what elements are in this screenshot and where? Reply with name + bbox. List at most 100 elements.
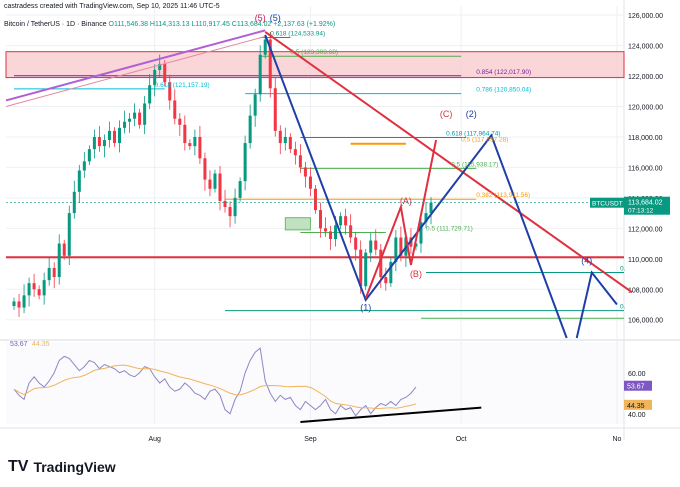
- wedge-lower-line: [5, 35, 266, 107]
- fib-level-label: 0.786 (120,850.04): [476, 87, 531, 94]
- candle-body: [349, 225, 353, 238]
- candle-body: [283, 136, 287, 144]
- candle-body: [429, 202, 433, 214]
- candle-body: [97, 136, 101, 147]
- candle-body: [32, 283, 36, 290]
- candle-body: [208, 179, 212, 189]
- candle-body: [173, 100, 177, 119]
- candle-body: [67, 213, 71, 256]
- tradingview-brand: TV TradingView: [8, 458, 116, 476]
- candle-body: [243, 143, 247, 182]
- candle-body: [308, 176, 312, 189]
- candle-body: [288, 136, 292, 150]
- fib-level-label: 0.854 (122,017.90): [476, 69, 531, 76]
- rsi-ma-tag-bg: [624, 399, 652, 410]
- symbol-title: Bitcoin / TetherUS · 1D · Binance: [4, 21, 107, 28]
- rsi-ma-line: [13, 364, 417, 409]
- wave-label: (C): [440, 109, 453, 119]
- fib-level-label: 0.618 (121,157.19): [155, 82, 210, 89]
- candle-body: [419, 222, 423, 244]
- rsi-tick-label: 40.00: [628, 412, 646, 419]
- rsi-tick-label: 60.00: [628, 371, 646, 378]
- candle-body: [17, 301, 21, 308]
- wave-label: (2): [466, 109, 477, 119]
- wave-label: (1): [360, 303, 371, 313]
- candle-body: [52, 267, 56, 278]
- candle-body: [77, 170, 81, 192]
- rsi-value-tag-bg: [624, 380, 652, 391]
- candle-body: [123, 121, 127, 128]
- candle-body: [128, 118, 132, 122]
- fib-level-label: 0.5 (117,557.28): [461, 137, 508, 144]
- candle-body: [273, 88, 277, 131]
- candle-body: [183, 124, 187, 144]
- candle-body: [107, 130, 111, 141]
- candle-body: [263, 39, 267, 55]
- candle-body: [193, 136, 197, 147]
- price-tick-label: 106,000.00: [628, 318, 663, 325]
- time-tick-label: Oct: [456, 436, 467, 443]
- candle-body: [37, 289, 41, 296]
- candle-body: [148, 85, 152, 104]
- fib-level-label: 0.382 (113,911.56): [476, 192, 530, 199]
- countdown-label: 07:13:12: [628, 208, 654, 215]
- candle-body: [92, 136, 96, 150]
- candle-body: [87, 149, 91, 162]
- fib-level-label: 0.: [620, 266, 626, 273]
- candle-body: [188, 143, 192, 147]
- candle-body: [163, 63, 167, 83]
- symbol-tag-bg: [590, 197, 624, 208]
- candle-body: [42, 280, 46, 296]
- symbol-tag: BTCUSDT: [592, 201, 623, 208]
- candle-body: [27, 283, 31, 296]
- candle-body: [354, 237, 358, 250]
- candle-body: [334, 225, 338, 240]
- price-tick-label: 124,000.00: [628, 44, 663, 51]
- candle-body: [379, 249, 383, 278]
- wave-label: (4): [581, 255, 592, 265]
- candle-body: [178, 118, 182, 125]
- fib-level-label: 0.5 (115,938.17): [451, 161, 498, 168]
- elliott-wave-4-path: [575, 270, 618, 339]
- candle-body: [253, 94, 257, 116]
- candle-body: [238, 181, 242, 198]
- candle-body: [303, 167, 307, 177]
- symbol-line: Bitcoin / TetherUS · 1D · Binance O111,5…: [4, 21, 335, 28]
- candle-body: [203, 158, 207, 180]
- candle-body: [228, 207, 232, 217]
- price-tick-label: 110,000.00: [628, 257, 663, 264]
- candle-body: [369, 240, 373, 253]
- time-tick-label: Sep: [304, 436, 317, 443]
- rsi-header-ma: 44.35: [32, 341, 50, 348]
- demand-box: [284, 217, 311, 231]
- candle-body: [112, 130, 116, 144]
- candle-body: [258, 54, 262, 95]
- elliott-wave-path: [264, 34, 568, 339]
- wave-label: (5): [270, 13, 281, 23]
- candle-body: [329, 231, 333, 240]
- candle-body: [359, 249, 363, 287]
- candle-body: [213, 173, 217, 189]
- candle-body: [268, 39, 272, 89]
- candle-body: [153, 69, 157, 86]
- rsi-header-value: 53.67: [10, 341, 28, 348]
- candle-body: [218, 173, 222, 201]
- candle-body: [143, 103, 147, 125]
- candle-body: [158, 63, 162, 70]
- candle-body: [248, 115, 252, 144]
- fib-level-label: 0.5 (111,729.71): [426, 225, 473, 232]
- candle-body: [278, 130, 282, 144]
- candle-body: [374, 240, 378, 250]
- candle-body: [102, 140, 106, 147]
- candle-body: [424, 213, 428, 223]
- time-tick-label: Aug: [148, 436, 161, 443]
- tradingview-logo-icon: TV: [8, 458, 29, 475]
- candle-body: [318, 210, 322, 229]
- fib-level-label: 0.5 (123,303.68): [290, 49, 338, 56]
- price-tick-label: 126,000.00: [628, 13, 663, 20]
- descending-trendline: [264, 31, 633, 294]
- fib-level-label: 0.: [620, 304, 626, 311]
- rsi-ma-label: 44.35: [627, 403, 645, 410]
- candle-body: [364, 252, 368, 287]
